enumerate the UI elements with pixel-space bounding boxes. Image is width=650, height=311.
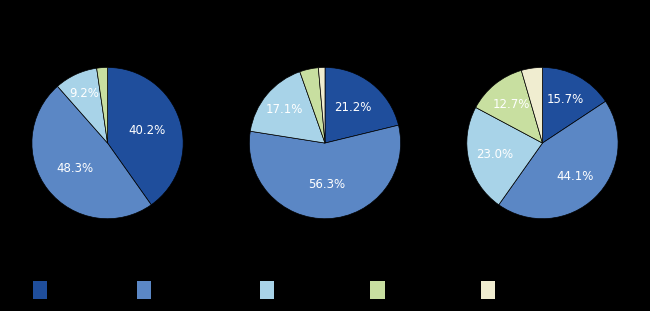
Bar (260, 281, 274, 299)
Wedge shape (476, 70, 543, 143)
Text: 17.1%: 17.1% (266, 103, 303, 116)
Text: 56.3%: 56.3% (308, 178, 345, 191)
Text: 9.2%: 9.2% (70, 87, 99, 100)
Wedge shape (499, 101, 618, 219)
Bar (136, 281, 151, 299)
Bar (32, 281, 47, 299)
Wedge shape (300, 68, 325, 143)
Wedge shape (250, 72, 325, 143)
Wedge shape (543, 67, 606, 143)
Wedge shape (97, 67, 107, 143)
Wedge shape (107, 67, 183, 205)
Wedge shape (467, 108, 543, 205)
Wedge shape (318, 67, 325, 143)
Wedge shape (521, 67, 543, 143)
Wedge shape (250, 125, 400, 219)
Bar (370, 281, 385, 299)
Text: 44.1%: 44.1% (556, 170, 594, 183)
Text: 12.7%: 12.7% (493, 98, 530, 111)
Text: 40.2%: 40.2% (129, 124, 166, 137)
Text: 23.0%: 23.0% (476, 148, 514, 161)
Text: 21.2%: 21.2% (334, 101, 372, 114)
Wedge shape (325, 67, 398, 143)
Wedge shape (32, 86, 151, 219)
Wedge shape (58, 68, 107, 143)
Text: 48.3%: 48.3% (57, 162, 94, 175)
Bar (481, 281, 495, 299)
Text: 15.7%: 15.7% (547, 93, 584, 106)
